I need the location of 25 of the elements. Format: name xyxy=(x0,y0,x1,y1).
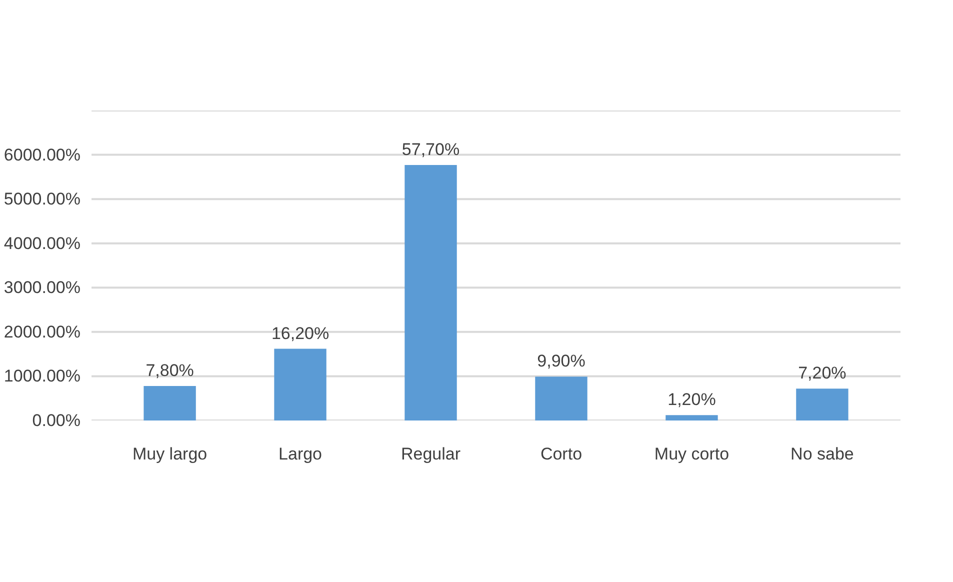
x-tick-label: Largo xyxy=(278,444,322,464)
bar xyxy=(404,164,457,420)
data-label: 7,20% xyxy=(798,364,846,383)
bar xyxy=(535,376,588,420)
y-tick-label: 5000.00% xyxy=(4,190,81,209)
x-tick-label: Regular xyxy=(400,444,461,464)
y-tick-label: 1000.00% xyxy=(4,366,81,386)
bar xyxy=(274,348,326,420)
bar xyxy=(796,388,848,420)
bar xyxy=(144,386,196,420)
bar xyxy=(666,415,718,420)
data-label: 16,20% xyxy=(271,324,330,343)
x-tick-label: Corto xyxy=(540,444,582,464)
x-tick-label: Muy largo xyxy=(132,444,208,464)
y-tick-label: 4000.00% xyxy=(4,234,81,253)
data-label: 7,80% xyxy=(146,360,194,380)
data-label: 9,90% xyxy=(537,352,586,371)
x-tick-label: No sabe xyxy=(790,444,854,464)
y-tick-label: 6000.00% xyxy=(4,145,81,164)
x-tick-label: Muy corto xyxy=(654,444,730,464)
y-tick-label: 3000.00% xyxy=(4,278,81,298)
data-label: 57,70% xyxy=(402,140,460,159)
y-tick-label: 2000.00% xyxy=(4,322,81,342)
data-label: 1,20% xyxy=(668,390,716,410)
y-tick-label: 0.00% xyxy=(32,411,80,430)
